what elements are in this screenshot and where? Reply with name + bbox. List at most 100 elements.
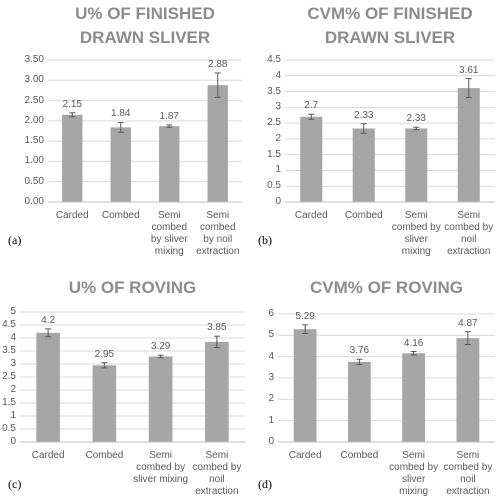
y-tick-label: 4.5	[2, 319, 16, 330]
y-tick-label: 2	[268, 393, 274, 405]
y-tick-label: 3	[268, 372, 274, 383]
value-label: 3.85	[207, 322, 227, 334]
chart	[278, 313, 495, 443]
bar	[405, 128, 428, 202]
value-label: 1.84	[111, 108, 131, 120]
y-tick-label: 2	[10, 384, 16, 395]
value-label: 4.2	[41, 314, 56, 326]
panel-label: (d)	[258, 477, 272, 491]
x-tick-label: Carded	[55, 210, 89, 221]
y-tick-label: 2.5	[2, 371, 16, 382]
error-bar	[302, 324, 309, 334]
y-tick-label: 1.5	[267, 148, 281, 160]
bar	[300, 116, 323, 202]
chart-title: CVM% OF FINISHED DRAWN SLIVER	[307, 4, 473, 47]
x-tick-label: Carded	[288, 450, 322, 461]
chart	[285, 59, 495, 203]
y-tick-label: 0	[268, 436, 274, 447]
value-label: 2.95	[94, 348, 115, 360]
x-tick-label: Carded	[294, 210, 328, 221]
panel-label: (a)	[8, 233, 22, 247]
y-tick-label: 0	[275, 196, 281, 207]
error-bar	[356, 358, 363, 365]
error-bar	[413, 126, 420, 131]
value-label: 4.16	[403, 337, 424, 349]
bar	[456, 338, 480, 442]
value-label: 3.61	[459, 64, 479, 76]
y-tick-label: 1	[268, 414, 274, 426]
y-tick-label: 6	[268, 308, 274, 319]
y-tick-label: 0.5	[2, 423, 16, 434]
value-label: 2.33	[354, 109, 374, 121]
x-tick-label: Semi combed by noil extraction	[192, 450, 242, 497]
y-tick-label: 1	[10, 410, 16, 421]
y-tick-label: 1.00	[24, 155, 44, 167]
y-tick-label: 2	[275, 132, 281, 144]
chart-title: U% OF FINISHED DRAWN SLIVER	[75, 4, 215, 47]
y-tick-label: 3	[10, 358, 16, 369]
y-tick-label: 4	[275, 69, 281, 81]
error-bar	[464, 331, 471, 346]
y-tick-label: 3.5	[2, 345, 16, 356]
error-bar	[166, 124, 173, 128]
y-tick-label: 5	[10, 306, 16, 317]
y-tick-label: 3	[275, 101, 281, 113]
y-tick-label: 0.00	[24, 196, 44, 207]
error-bar	[101, 362, 108, 369]
chart-panel: CVM% OF FINISHED DRAWN SLIVER (b) 0 0.5 1 1.5…	[250, 0, 500, 257]
x-tick-label: Semi combed by noil extraction	[196, 210, 240, 257]
error-bar	[410, 351, 417, 356]
error-bar	[117, 121, 124, 133]
value-label: 5.29	[295, 310, 315, 322]
y-tick-label: 0.5	[267, 180, 281, 192]
bar	[148, 356, 173, 442]
y-tick-label: 0.50	[24, 175, 44, 187]
x-tick-label: Combed	[85, 450, 124, 461]
error-bar	[157, 354, 164, 359]
chart-title: CVM% OF ROVING	[309, 278, 463, 297]
error-bar	[465, 78, 472, 99]
y-tick-label: 2.5	[267, 117, 281, 129]
y-tick-label: 0	[10, 436, 16, 447]
bar	[457, 88, 480, 202]
bar	[110, 127, 131, 202]
value-label: 4.87	[458, 317, 478, 329]
error-bar	[213, 335, 220, 349]
x-tick-label: Semi combed by sliver mixing	[389, 450, 439, 497]
chart-panel: CVM% OF ROVING (d) 0 1 2 3 4 5 6 5.29 Carded 3.76 Co…	[250, 249, 500, 498]
value-label: 1.87	[159, 110, 179, 122]
value-label: 2.15	[62, 98, 82, 110]
y-tick-label: 1	[275, 164, 281, 176]
value-label: 2.88	[208, 58, 228, 70]
y-tick-label: 1.5	[2, 397, 16, 408]
bar	[36, 332, 60, 442]
x-tick-label: Semi combed by noil extraction	[443, 450, 493, 497]
x-tick-label: Semi combed by sliver mixing	[391, 210, 441, 257]
error-bar	[45, 328, 52, 338]
y-tick-label: 4.5	[267, 54, 281, 65]
bar	[293, 329, 317, 442]
error-bar	[214, 72, 221, 98]
value-label: 2.7	[304, 100, 319, 112]
bar	[207, 85, 228, 202]
value-label: 2.33	[406, 113, 426, 125]
y-tick-label: 4	[10, 332, 16, 343]
error-bar	[69, 112, 76, 118]
bar	[347, 361, 371, 442]
error-bar	[360, 123, 367, 134]
x-tick-label: Semi combed by sliver mixing	[133, 450, 189, 485]
chart	[48, 59, 242, 203]
y-tick-label: 4	[268, 350, 274, 362]
y-tick-label: 5	[268, 329, 274, 341]
y-tick-label: 1.50	[24, 135, 44, 147]
x-tick-label: Combed	[344, 210, 383, 221]
bar	[205, 341, 229, 442]
y-tick-label: 2.00	[24, 114, 44, 126]
bar	[92, 365, 117, 442]
x-tick-label: Combed	[340, 450, 379, 461]
panel-label: (c)	[8, 477, 22, 491]
chart-title: U% OF ROVING	[68, 278, 197, 297]
y-tick-label: 2.50	[24, 94, 44, 106]
x-tick-label: Carded	[31, 450, 65, 461]
